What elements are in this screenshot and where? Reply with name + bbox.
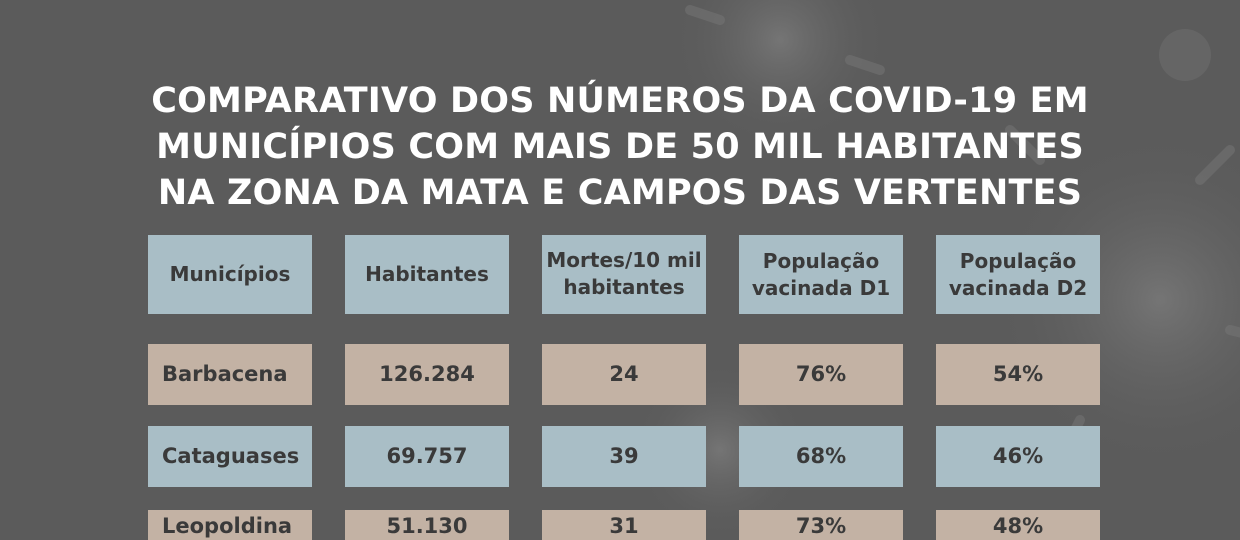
mortes-cell: 31 bbox=[542, 510, 706, 540]
d2-cell: 48% bbox=[936, 510, 1100, 540]
header-vacinada-d1: População vacinada D1 bbox=[739, 235, 903, 314]
mortes-cell: 24 bbox=[542, 344, 706, 405]
municipio-cell: Leopoldina bbox=[148, 510, 312, 540]
habitantes-cell: 126.284 bbox=[345, 344, 509, 405]
d1-cell: 73% bbox=[739, 510, 903, 540]
header-municipios: Municípios bbox=[148, 235, 312, 314]
d1-cell: 68% bbox=[739, 426, 903, 487]
municipio-cell: Barbacena bbox=[148, 344, 312, 405]
habitantes-cell: 69.757 bbox=[345, 426, 509, 487]
mortes-cell: 39 bbox=[542, 426, 706, 487]
habitantes-cell: 51.130 bbox=[345, 510, 509, 540]
d2-cell: 54% bbox=[936, 344, 1100, 405]
header-vacinada-d2: População vacinada D2 bbox=[936, 235, 1100, 314]
title-line-3: NA ZONA DA MATA E CAMPOS DAS VERTENTES bbox=[157, 173, 1083, 213]
header-mortes: Mortes/10 mil habitantes bbox=[542, 235, 706, 314]
title-line-1: COMPARATIVO DOS NÚMEROS DA COVID-19 EM bbox=[151, 81, 1089, 121]
municipio-cell: Cataguases bbox=[148, 426, 312, 487]
page-title: COMPARATIVO DOS NÚMEROS DA COVID-19 EM M… bbox=[0, 78, 1240, 216]
header-habitantes: Habitantes bbox=[345, 235, 509, 314]
d2-cell: 46% bbox=[936, 426, 1100, 487]
title-line-2: MUNICÍPIOS COM MAIS DE 50 MIL HABITANTES bbox=[156, 127, 1084, 167]
d1-cell: 76% bbox=[739, 344, 903, 405]
